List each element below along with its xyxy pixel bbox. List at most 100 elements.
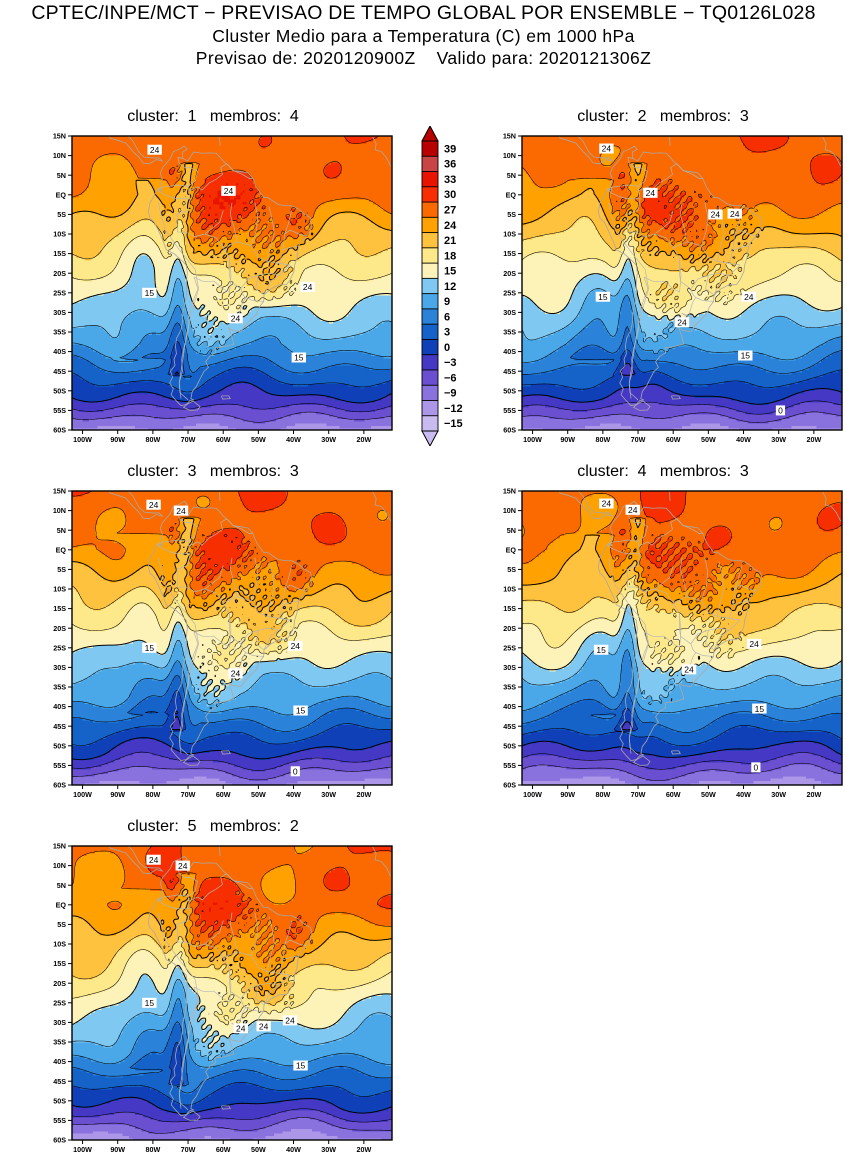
svg-text:15: 15 xyxy=(294,353,304,363)
svg-text:5S: 5S xyxy=(57,210,66,219)
svg-text:70W: 70W xyxy=(181,435,196,444)
svg-text:55S: 55S xyxy=(53,406,66,415)
svg-text:90W: 90W xyxy=(110,790,125,799)
svg-text:EQ: EQ xyxy=(56,545,67,554)
svg-text:30W: 30W xyxy=(771,435,786,444)
svg-text:50S: 50S xyxy=(53,386,66,395)
svg-text:−3: −3 xyxy=(444,357,457,369)
svg-text:24: 24 xyxy=(224,186,234,196)
svg-text:35S: 35S xyxy=(53,683,66,692)
svg-text:25S: 25S xyxy=(503,288,516,297)
svg-text:50W: 50W xyxy=(701,435,716,444)
svg-text:27: 27 xyxy=(444,204,456,216)
svg-text:24: 24 xyxy=(602,144,612,154)
svg-text:3: 3 xyxy=(444,327,450,339)
svg-text:24: 24 xyxy=(744,292,754,302)
svg-text:40S: 40S xyxy=(503,347,516,356)
svg-text:15N: 15N xyxy=(53,487,66,496)
svg-text:55S: 55S xyxy=(53,761,66,770)
svg-text:24: 24 xyxy=(231,313,241,323)
svg-text:40W: 40W xyxy=(736,435,751,444)
svg-text:−15: −15 xyxy=(444,418,463,430)
svg-text:30W: 30W xyxy=(321,790,336,799)
svg-text:5N: 5N xyxy=(507,171,516,180)
svg-text:5S: 5S xyxy=(57,565,66,574)
panel-title-1: cluster: 1 membros: 4 xyxy=(28,108,398,126)
svg-text:5N: 5N xyxy=(57,526,66,535)
svg-text:100W: 100W xyxy=(73,790,92,799)
svg-text:60W: 60W xyxy=(216,790,231,799)
panel-title-3: cluster: 3 membros: 3 xyxy=(28,463,398,481)
svg-text:15S: 15S xyxy=(53,249,66,258)
svg-text:24: 24 xyxy=(150,145,160,155)
svg-text:33: 33 xyxy=(444,174,456,186)
svg-text:25S: 25S xyxy=(53,288,66,297)
svg-text:24: 24 xyxy=(231,668,241,678)
svg-text:35S: 35S xyxy=(503,328,516,337)
svg-text:45S: 45S xyxy=(53,367,66,376)
svg-text:24: 24 xyxy=(149,500,159,510)
svg-text:80W: 80W xyxy=(595,435,610,444)
svg-text:24: 24 xyxy=(711,210,721,220)
svg-text:39: 39 xyxy=(444,143,456,155)
svg-text:10N: 10N xyxy=(503,151,516,160)
svg-text:60W: 60W xyxy=(666,435,681,444)
svg-text:40W: 40W xyxy=(286,435,301,444)
svg-text:20S: 20S xyxy=(53,269,66,278)
svg-text:100W: 100W xyxy=(73,435,92,444)
svg-text:25S: 25S xyxy=(53,643,66,652)
svg-text:10N: 10N xyxy=(53,506,66,515)
svg-text:45S: 45S xyxy=(53,722,66,731)
svg-text:15S: 15S xyxy=(53,604,66,613)
svg-text:60S: 60S xyxy=(53,781,66,790)
svg-text:24: 24 xyxy=(646,188,656,198)
svg-text:12: 12 xyxy=(444,281,456,293)
svg-text:0: 0 xyxy=(778,406,783,416)
svg-text:−6: −6 xyxy=(444,372,457,384)
svg-text:10S: 10S xyxy=(503,230,516,239)
svg-text:5N: 5N xyxy=(57,171,66,180)
svg-text:30S: 30S xyxy=(503,308,516,317)
svg-text:15: 15 xyxy=(598,292,608,302)
svg-text:70W: 70W xyxy=(631,435,646,444)
svg-text:−12: −12 xyxy=(444,403,463,415)
svg-text:40S: 40S xyxy=(53,702,66,711)
svg-text:15: 15 xyxy=(145,643,155,653)
svg-text:50S: 50S xyxy=(503,386,516,395)
svg-text:24: 24 xyxy=(176,506,186,516)
svg-text:60S: 60S xyxy=(503,426,516,435)
svg-text:9: 9 xyxy=(444,296,450,308)
svg-text:20W: 20W xyxy=(806,435,821,444)
svg-text:−9: −9 xyxy=(444,388,457,400)
svg-text:60S: 60S xyxy=(53,426,66,435)
svg-text:90W: 90W xyxy=(110,435,125,444)
header-line-3: Previsao de: 2020120900Z Valido para: 20… xyxy=(0,47,847,69)
svg-text:50W: 50W xyxy=(251,435,266,444)
svg-text:40S: 40S xyxy=(53,347,66,356)
svg-text:6: 6 xyxy=(444,311,450,323)
svg-text:60W: 60W xyxy=(216,435,231,444)
panel-title-4: cluster: 4 membros: 3 xyxy=(478,463,847,481)
svg-text:EQ: EQ xyxy=(56,190,67,199)
svg-text:24: 24 xyxy=(730,209,740,219)
svg-text:40W: 40W xyxy=(286,790,301,799)
svg-text:21: 21 xyxy=(444,235,456,247)
svg-text:70W: 70W xyxy=(181,790,196,799)
chart-header: CPTEC/INPE/MCT − PREVISAO DE TEMPO GLOBA… xyxy=(0,0,847,69)
svg-text:24: 24 xyxy=(444,220,457,232)
svg-text:35S: 35S xyxy=(53,328,66,337)
svg-text:20W: 20W xyxy=(356,790,371,799)
svg-text:30W: 30W xyxy=(321,435,336,444)
svg-text:20S: 20S xyxy=(503,269,516,278)
svg-text:0: 0 xyxy=(444,342,450,354)
panel-title-5: cluster: 5 membros: 2 xyxy=(28,818,398,836)
